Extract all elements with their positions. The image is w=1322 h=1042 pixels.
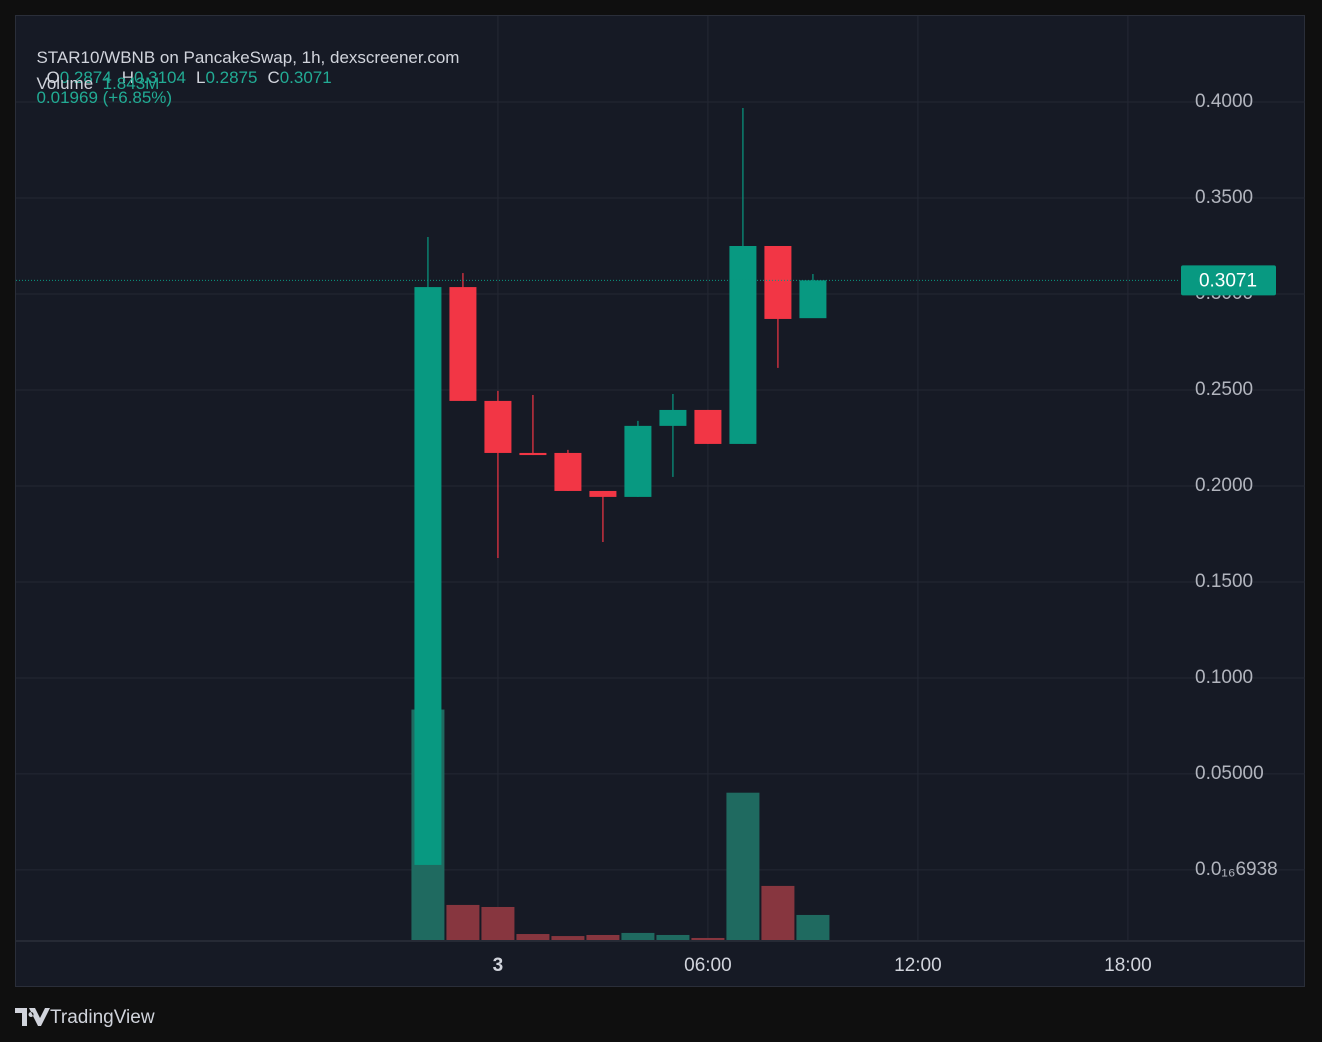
ohlc-value: 0.3104 [133,68,186,87]
x-tick-label: 3 [493,955,504,976]
volume-bar [481,906,515,940]
tv-logo [15,1008,50,1026]
candle-body [659,409,687,426]
candle-body [799,280,827,319]
y-tick-label: 0.3500 [1195,187,1253,208]
last-price-box [1181,265,1276,296]
candle-body [624,425,652,497]
candle-body [484,400,512,453]
change: 0.01969 (+6.85%) [36,88,173,107]
volume-bar [516,934,550,940]
ohlc-legend: O0.2874 H0.3104 L0.2875 C0.3071 [36,68,331,87]
chart-frame [15,15,1305,987]
ohlc-key: L [195,68,206,87]
volume-bar [446,904,480,940]
volume-bar [551,936,585,940]
volume-bar [726,792,760,940]
ohlc-value: 0.2874 [59,68,112,87]
candle-body [764,245,792,319]
x-tick-label: 06:00 [684,955,732,976]
candle-body [519,452,547,456]
x-tick-label: 18:00 [1104,955,1152,976]
candle-body [554,452,582,491]
y-tick-label: 0.1000 [1195,667,1253,688]
candle-body [589,490,617,497]
ohlc-key: O [46,68,60,87]
ohlc-key: C [267,68,280,87]
candle-body [729,245,757,444]
volume-bar [796,914,830,940]
y-tick-label: 0.2500 [1195,379,1253,400]
x-tick-label: 12:00 [894,955,942,976]
y-tick-label: 0.4000 [1195,91,1253,112]
branding: TradingView [50,1007,155,1028]
ohlc-value: 0.2875 [205,68,258,87]
candle-body [414,287,442,865]
y-tick-label: 0.05000 [1195,763,1264,784]
volume-label: Volume [36,74,94,93]
candle-body [694,409,722,444]
y-tick-label: 0.0₁₆6938 [1195,859,1278,880]
candle-body [449,287,477,401]
volume-legend: Volume 1.843M [27,54,159,94]
volume-value: 1.843M [102,74,160,93]
volume-bar [656,934,690,940]
volume-bar [586,934,620,940]
last-price-label: 0.3071 [1199,270,1257,291]
ohlc-value: 0.3071 [279,68,332,87]
ohlc-key: H [121,68,134,87]
volume-bar [761,885,795,940]
volume-bar [621,932,655,940]
volume-bar [691,937,725,940]
chart-title: STAR10/WBNB on PancakeSwap, 1h, dexscree… [36,48,460,67]
legend-line: STAR10/WBNB on PancakeSwap, 1h, dexscree… [27,28,459,108]
y-tick-label: 0.1500 [1195,571,1253,592]
y-tick-label: 0.2000 [1195,475,1253,496]
